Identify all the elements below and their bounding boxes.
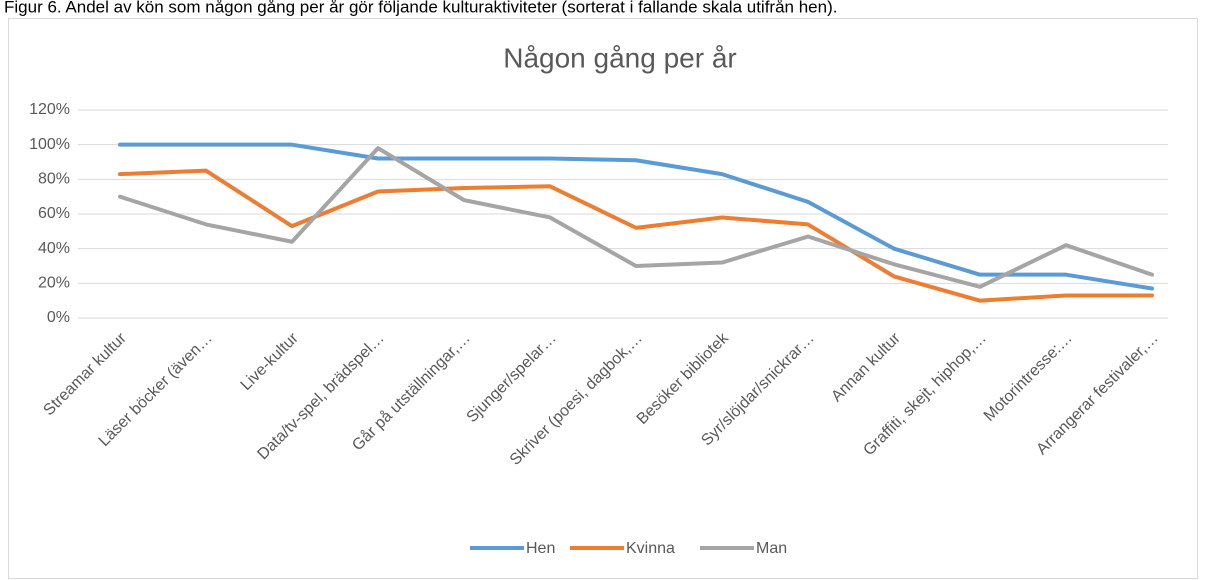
- x-tick-label: Live-kultur: [238, 329, 303, 394]
- series-line: [118, 168, 1154, 303]
- y-tick-label: 60%: [38, 205, 70, 222]
- y-tick-label: 100%: [29, 136, 70, 153]
- caption: Figur 6. Andel av kön som någon gång per…: [4, 0, 837, 16]
- y-tick-label: 40%: [38, 240, 70, 257]
- y-tick-label: 80%: [38, 171, 70, 188]
- chart-border: [8, 18, 1198, 579]
- y-tick-label: 20%: [38, 275, 70, 292]
- x-tick-label: Annan kultur: [828, 329, 904, 405]
- x-tick-label: Sjunger/spelar…: [464, 330, 560, 426]
- y-tick-label: 0%: [47, 309, 70, 326]
- x-tick-label: Streamar kultur: [40, 329, 130, 419]
- chart-title: Någon gång per år: [503, 42, 737, 73]
- legend-label: Kvinna: [626, 540, 675, 557]
- legend-label: Hen: [526, 540, 555, 557]
- x-tick-label: Motorintresse:…: [981, 330, 1076, 425]
- series-line: [118, 146, 1154, 289]
- y-tick-label: 120%: [29, 101, 70, 118]
- series-line: [118, 142, 1154, 291]
- x-tick-label: Besöker bibliotek: [634, 329, 733, 428]
- legend-label: Man: [756, 540, 787, 557]
